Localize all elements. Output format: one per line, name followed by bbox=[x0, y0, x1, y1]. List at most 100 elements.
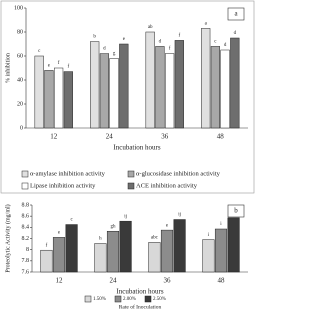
bar bbox=[106, 230, 120, 273]
y-tick-label: 7.8 bbox=[22, 258, 30, 264]
bar bbox=[99, 53, 109, 129]
bar-letter: e bbox=[58, 231, 61, 236]
y-tick-label: 8.4 bbox=[22, 225, 30, 231]
bar-letter: c bbox=[38, 49, 41, 54]
bar-letter: gh bbox=[111, 224, 117, 229]
legend-swatch bbox=[114, 295, 122, 303]
bar bbox=[94, 243, 107, 273]
x-tick-label: 24 bbox=[110, 277, 118, 285]
panel-frame bbox=[0, 0, 255, 194]
x-tick-label: 12 bbox=[50, 133, 58, 141]
panel-label: b bbox=[234, 207, 238, 215]
legend-label: α-glucosidase inhibition activity bbox=[136, 170, 221, 177]
bar-letter: g bbox=[113, 52, 116, 57]
panel-box bbox=[227, 204, 245, 218]
y-tick-label: 8.2 bbox=[22, 236, 30, 242]
bar bbox=[119, 43, 129, 129]
y-tick-label: 40 bbox=[17, 77, 23, 83]
legend-swatch bbox=[127, 170, 135, 178]
bar-letter: abc bbox=[151, 236, 159, 241]
bar-letter: d bbox=[103, 47, 106, 52]
bar bbox=[44, 70, 54, 129]
x-tick-label: 48 bbox=[217, 133, 225, 141]
x-tick-label: 12 bbox=[56, 277, 64, 285]
bar bbox=[173, 219, 186, 273]
legend-label: 2.50% bbox=[153, 297, 166, 302]
y-tick-label: 8 bbox=[26, 247, 29, 253]
bar bbox=[148, 242, 161, 273]
bar-letter: ij bbox=[178, 213, 181, 218]
bar-letter: e bbox=[166, 223, 169, 228]
y-tick-label: 8.8 bbox=[22, 202, 30, 208]
bar bbox=[52, 237, 66, 273]
bar bbox=[34, 55, 44, 129]
bar-letter: f bbox=[46, 243, 48, 248]
legend-label: 2.00% bbox=[123, 297, 136, 302]
x-tick-label: 36 bbox=[164, 277, 172, 285]
bar bbox=[165, 53, 175, 129]
bar bbox=[202, 239, 215, 273]
bar-letter: f bbox=[178, 34, 180, 39]
bar-letter: b bbox=[93, 35, 96, 40]
x-tick-label: 36 bbox=[161, 133, 169, 141]
bar bbox=[90, 41, 100, 129]
x-axis-label: Incubation hours bbox=[113, 144, 161, 152]
bar bbox=[65, 224, 78, 273]
bar bbox=[160, 229, 174, 273]
bar-letter: f bbox=[58, 61, 60, 66]
bar-letter: e bbox=[48, 64, 51, 69]
bar bbox=[40, 249, 53, 273]
bar-letter: d bbox=[234, 31, 237, 36]
bar-letter: d bbox=[224, 43, 227, 48]
bar bbox=[220, 49, 230, 129]
bar bbox=[155, 46, 165, 129]
bar-letter: e bbox=[123, 37, 126, 42]
legend-label: Lipase inhibition activity bbox=[30, 182, 96, 189]
bar-letter: ij bbox=[124, 214, 127, 219]
y-axis-label: Proteolytic Activity (mg/ml) bbox=[4, 204, 11, 272]
bar-letter: h bbox=[99, 237, 102, 242]
bar bbox=[201, 28, 211, 129]
y-tick-label: 20 bbox=[17, 101, 23, 107]
legend-swatch bbox=[84, 295, 92, 303]
x-tick-label: 24 bbox=[106, 133, 114, 141]
y-tick-label: 100 bbox=[14, 5, 23, 11]
bar bbox=[63, 71, 73, 129]
panel-box bbox=[227, 7, 245, 21]
legend-swatch bbox=[144, 295, 152, 303]
bar bbox=[119, 220, 132, 273]
legend-swatch bbox=[127, 182, 135, 190]
bar-letter: a bbox=[205, 22, 208, 27]
y-tick-label: 60 bbox=[17, 53, 23, 59]
bar bbox=[174, 40, 184, 129]
legend-title: Rate of Inoculation bbox=[119, 303, 162, 310]
bar-letter: d bbox=[159, 40, 162, 45]
legend-label: 1.50% bbox=[93, 297, 106, 302]
x-tick-label: 48 bbox=[218, 277, 226, 285]
bar bbox=[54, 67, 64, 129]
bar bbox=[214, 228, 228, 273]
bar-letter: i bbox=[208, 233, 210, 238]
x-axis-label: Incubation hours bbox=[116, 288, 164, 296]
bar-letter: c bbox=[70, 218, 73, 223]
y-axis-label: % inhibition bbox=[5, 53, 11, 83]
bar bbox=[210, 46, 221, 129]
y-tick-label: 0 bbox=[20, 125, 23, 131]
y-tick-label: 8.6 bbox=[22, 214, 30, 220]
bar-letter: ab bbox=[148, 25, 153, 30]
bar bbox=[227, 217, 240, 273]
legend-label: ACE inhibition activity bbox=[136, 182, 198, 189]
y-tick-label: 80 bbox=[17, 29, 23, 35]
bar-letter: c bbox=[214, 40, 217, 45]
legend-swatch bbox=[21, 170, 29, 178]
bar bbox=[145, 31, 155, 129]
panel-label: a bbox=[234, 10, 238, 18]
y-tick-label: 7.6 bbox=[22, 269, 30, 275]
legend-swatch bbox=[21, 182, 29, 190]
bar bbox=[109, 58, 119, 129]
bar-letter: f bbox=[169, 47, 171, 52]
legend-label: α-amylase inhibition activity bbox=[30, 170, 106, 177]
bar-letter: i bbox=[220, 222, 222, 227]
bar-letter: f bbox=[67, 65, 69, 70]
